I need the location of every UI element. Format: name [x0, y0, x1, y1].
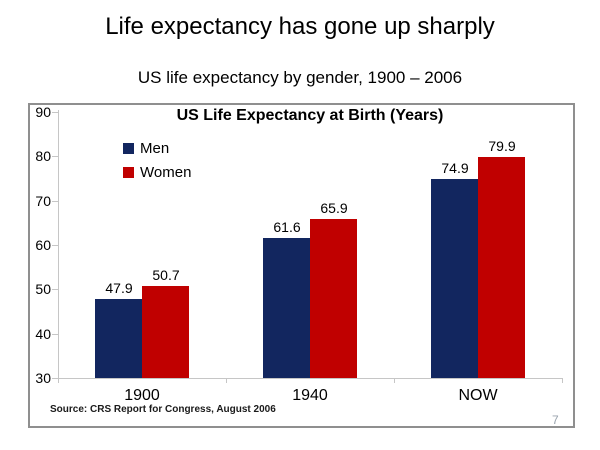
- y-tick-label: 40: [35, 326, 51, 342]
- category-label: 1900: [124, 387, 160, 404]
- y-tick: [52, 201, 58, 202]
- y-tick: [52, 334, 58, 335]
- y-tick-label: 50: [35, 281, 51, 297]
- category-label: NOW: [458, 387, 498, 404]
- legend-swatch-icon: [123, 166, 134, 178]
- source-note: Source: CRS Report for Congress, August …: [50, 404, 276, 415]
- y-tick-label: 70: [35, 193, 51, 209]
- bar-men-1900: [95, 299, 142, 378]
- y-tick: [52, 156, 58, 157]
- y-tick-label: 80: [35, 148, 51, 164]
- x-tick: [394, 378, 395, 383]
- bar-women-1900: [142, 286, 189, 378]
- bar-value-label: 61.6: [273, 219, 301, 235]
- y-tick: [52, 245, 58, 246]
- y-tick: [52, 289, 58, 290]
- y-tick-label: 90: [35, 104, 51, 120]
- bar-value-label: 65.9: [320, 200, 348, 216]
- bar-value-label: 50.7: [152, 267, 180, 283]
- slide-subtitle: US life expectancy by gender, 1900 – 200…: [137, 68, 463, 87]
- legend-item-men: Men: [123, 136, 191, 160]
- legend-item-women: Women: [123, 160, 191, 184]
- chart-frame: US Life Expectancy at Birth (Years) Men W…: [28, 103, 575, 428]
- x-tick: [226, 378, 227, 383]
- plot-area: US Life Expectancy at Birth (Years) Men W…: [30, 104, 573, 426]
- y-axis-line: [58, 110, 59, 379]
- chart-title: US Life Expectancy at Birth (Years): [176, 107, 444, 124]
- y-tick-label: 30: [35, 370, 51, 386]
- bar-value-label: 74.9: [441, 160, 469, 176]
- x-tick: [58, 378, 59, 383]
- page-number: 7: [552, 413, 559, 427]
- legend: Men Women: [123, 136, 191, 184]
- y-tick-label: 60: [35, 237, 51, 253]
- y-tick: [52, 378, 58, 379]
- y-tick: [52, 112, 58, 113]
- bar-value-label: 79.9: [488, 138, 516, 154]
- x-tick: [562, 378, 563, 383]
- category-label: 1940: [292, 387, 328, 404]
- bar-women-now: [478, 157, 525, 378]
- legend-label: Women: [140, 163, 192, 181]
- legend-swatch-icon: [123, 142, 134, 154]
- bar-men-now: [431, 179, 478, 378]
- slide-title: Life expectancy has gone up sharply: [105, 13, 495, 40]
- bar-value-label: 47.9: [105, 280, 133, 296]
- x-axis-line: [58, 378, 563, 379]
- legend-label: Men: [140, 139, 170, 157]
- bar-men-1940: [263, 238, 310, 378]
- bar-women-1940: [310, 219, 357, 378]
